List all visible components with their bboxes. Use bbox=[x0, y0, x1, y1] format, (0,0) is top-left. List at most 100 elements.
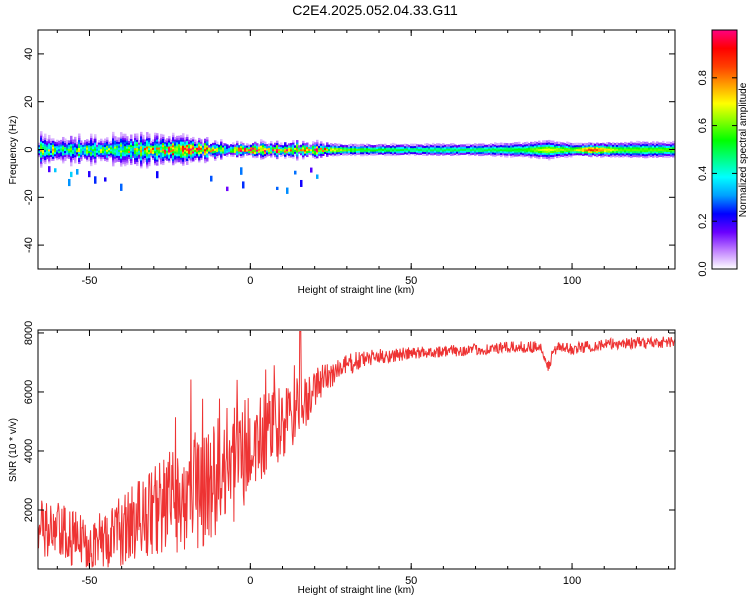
spectrogram-cell bbox=[318, 147, 321, 151]
spectrogram-cell bbox=[220, 139, 223, 142]
spectrogram-cell bbox=[618, 147, 621, 150]
spectrogram-cell bbox=[406, 148, 409, 151]
spectrogram-cell bbox=[406, 144, 409, 147]
spectrogram-cell bbox=[238, 145, 241, 148]
spectrogram-cell bbox=[334, 145, 337, 148]
spectrogram-cell bbox=[454, 152, 457, 156]
spectrogram-cell bbox=[144, 143, 147, 147]
spectrogram-cell bbox=[58, 154, 61, 158]
spectrogram-cell bbox=[640, 148, 643, 151]
spectrogram-cell bbox=[510, 153, 513, 156]
spectrogram-cell bbox=[386, 147, 389, 150]
spectrogram-cell bbox=[550, 140, 553, 144]
spectrogram-cell bbox=[514, 154, 517, 157]
spectrogram-cell bbox=[372, 153, 375, 156]
spectrogram-cell bbox=[58, 142, 61, 146]
spectrogram-cell bbox=[108, 155, 111, 159]
spectrogram-cell bbox=[146, 144, 149, 147]
spectrogram-cell bbox=[420, 152, 423, 155]
spectrogram-cell bbox=[570, 144, 573, 148]
spectrogram-cell bbox=[618, 155, 621, 158]
spectrogram-cell bbox=[150, 154, 153, 158]
spectrogram-cell bbox=[588, 146, 591, 149]
spectrogram-cell bbox=[112, 151, 115, 155]
spectrogram-cell bbox=[448, 146, 451, 149]
spectrogram-cell bbox=[334, 149, 337, 152]
spectrogram-cell bbox=[286, 150, 289, 154]
spectrogram-cell bbox=[70, 159, 73, 163]
spectrogram-cell bbox=[338, 143, 341, 146]
spectrogram-cell bbox=[212, 152, 215, 156]
spectrogram-cell bbox=[224, 147, 227, 150]
spectrogram-cell bbox=[444, 152, 447, 156]
spectrogram-cell bbox=[188, 147, 191, 151]
spectrogram-cell bbox=[492, 147, 495, 151]
spectrogram-cell bbox=[90, 143, 93, 147]
spectrogram-cell bbox=[138, 152, 141, 155]
spectrogram-cell bbox=[398, 146, 401, 150]
spectrogram-cell bbox=[358, 144, 361, 147]
spectrogram-cell bbox=[58, 144, 61, 148]
spectrogram-cell bbox=[206, 151, 209, 154]
spectrogram-cell bbox=[78, 145, 81, 149]
spectrogram-cell bbox=[414, 149, 417, 153]
spectrogram-cell bbox=[82, 142, 85, 145]
spectrogram-cell bbox=[254, 155, 257, 159]
spectrogram-cell bbox=[600, 151, 603, 154]
spectrogram-cell bbox=[126, 154, 129, 157]
spectrogram-cell bbox=[416, 144, 419, 147]
spectrogram-cell bbox=[290, 142, 293, 146]
spectrogram-cell bbox=[180, 151, 183, 154]
spectrogram-cell bbox=[116, 137, 119, 140]
spectrogram-cell bbox=[104, 148, 107, 152]
spectrogram-cell bbox=[150, 140, 153, 144]
spectrogram-cell bbox=[450, 149, 453, 152]
spectrogram-cell bbox=[558, 145, 561, 148]
spectrogram-cell bbox=[42, 154, 45, 158]
spectrogram-cell bbox=[138, 140, 141, 143]
spectrogram-cell bbox=[354, 153, 357, 157]
spectrogram-cell bbox=[664, 153, 667, 156]
spectrogram-cell bbox=[390, 143, 393, 147]
spectrogram-cell bbox=[140, 143, 143, 147]
spectrogram-cell bbox=[266, 148, 269, 151]
spectrogram-cell bbox=[102, 156, 105, 160]
spectrogram-cell bbox=[342, 151, 345, 154]
spectrogram-cell bbox=[126, 136, 129, 139]
spectrogram-cell bbox=[130, 152, 133, 156]
spectrogram-cell bbox=[120, 136, 123, 139]
spectrogram-cell bbox=[476, 147, 479, 151]
spectrogram-cell bbox=[518, 147, 521, 151]
spectrogram-cell bbox=[334, 147, 337, 150]
spectrogram-cell bbox=[228, 151, 231, 155]
spectrogram-cell bbox=[326, 154, 329, 157]
spectrogram-cell bbox=[262, 142, 265, 146]
spectrogram-cell bbox=[122, 153, 125, 157]
spectrogram-cell bbox=[238, 149, 241, 152]
spectrogram-cell bbox=[570, 150, 573, 154]
spectrogram-cell bbox=[530, 149, 533, 153]
spectrogram-cell bbox=[176, 147, 179, 151]
spectrogram-cell bbox=[194, 149, 197, 153]
spectrogram-cell bbox=[118, 147, 121, 150]
spectrogram-cell bbox=[116, 149, 119, 152]
spectrogram-cell bbox=[572, 145, 575, 148]
spectrogram-cell bbox=[546, 150, 549, 153]
spectrogram-cell bbox=[92, 142, 95, 146]
spectrogram-cell bbox=[386, 153, 389, 156]
spectrogram-cell bbox=[462, 146, 465, 149]
y-tick-label: -40 bbox=[23, 237, 35, 253]
spectrogram-cell bbox=[102, 150, 105, 154]
spectrogram-cell bbox=[558, 141, 561, 144]
spectrogram-cell bbox=[40, 157, 43, 160]
spectrogram-cell bbox=[162, 134, 165, 138]
spectrogram-cell bbox=[122, 139, 125, 143]
spectrogram-cell bbox=[346, 153, 349, 156]
spectrogram-cell bbox=[220, 143, 223, 146]
spectrogram-cell bbox=[392, 152, 395, 156]
spectrogram-cell bbox=[412, 149, 415, 153]
spectrogram-cell bbox=[180, 137, 183, 140]
spectrogram-cell bbox=[470, 150, 473, 154]
spectrogram-cell bbox=[160, 141, 163, 145]
spectrogram-cell bbox=[152, 155, 155, 158]
